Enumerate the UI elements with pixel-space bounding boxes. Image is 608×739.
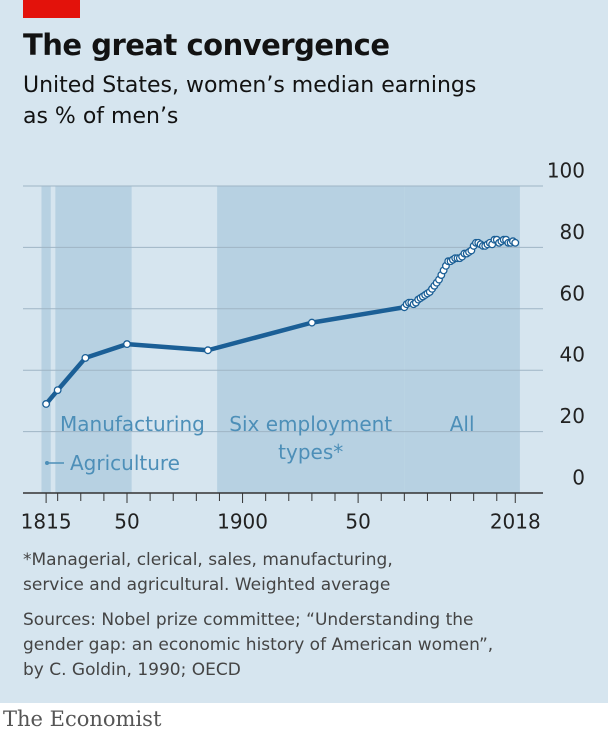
region-label: Agriculture — [70, 451, 180, 475]
chart-subtitle: United States, women’s median earnings a… — [23, 73, 477, 129]
data-point — [53, 386, 62, 395]
data-point — [42, 400, 51, 408]
region-band — [404, 186, 520, 493]
y-tick-label: 80 — [560, 220, 585, 244]
x-tick-label: 1815 — [21, 510, 72, 534]
y-tick-label: 0 — [572, 466, 585, 490]
x-tick-label: 50 — [345, 510, 370, 534]
chart-title: The great convergence — [23, 28, 390, 62]
x-tick-label: 50 — [114, 510, 139, 534]
footnote: *Managerial, clerical, sales, manufactur… — [23, 550, 393, 595]
data-point — [203, 346, 212, 355]
legend-dot — [45, 461, 49, 465]
y-tick-label: 60 — [560, 281, 585, 305]
region-band — [55, 186, 132, 493]
source: Sources: Nobel prize committee; “Underst… — [23, 610, 494, 680]
chart: 0 20 40 60 80 100 1815 50 1900 50 2018 — [21, 159, 585, 534]
brand: The Economist — [3, 707, 162, 731]
data-point — [511, 238, 520, 247]
x-tick-label: 1900 — [217, 510, 268, 534]
y-tick-label: 40 — [560, 343, 585, 367]
y-tick-label: 20 — [560, 404, 585, 428]
data-point — [123, 340, 131, 349]
data-point — [81, 353, 90, 362]
region-band — [41, 186, 51, 493]
x-tick-label: 2018 — [490, 510, 541, 534]
y-tick-label: 100 — [547, 159, 585, 183]
region-label: Manufacturing — [60, 412, 205, 436]
region-label: Six employment types* — [229, 412, 393, 464]
region-label: All — [449, 412, 475, 436]
red-tag — [23, 0, 80, 18]
data-point — [307, 318, 316, 327]
